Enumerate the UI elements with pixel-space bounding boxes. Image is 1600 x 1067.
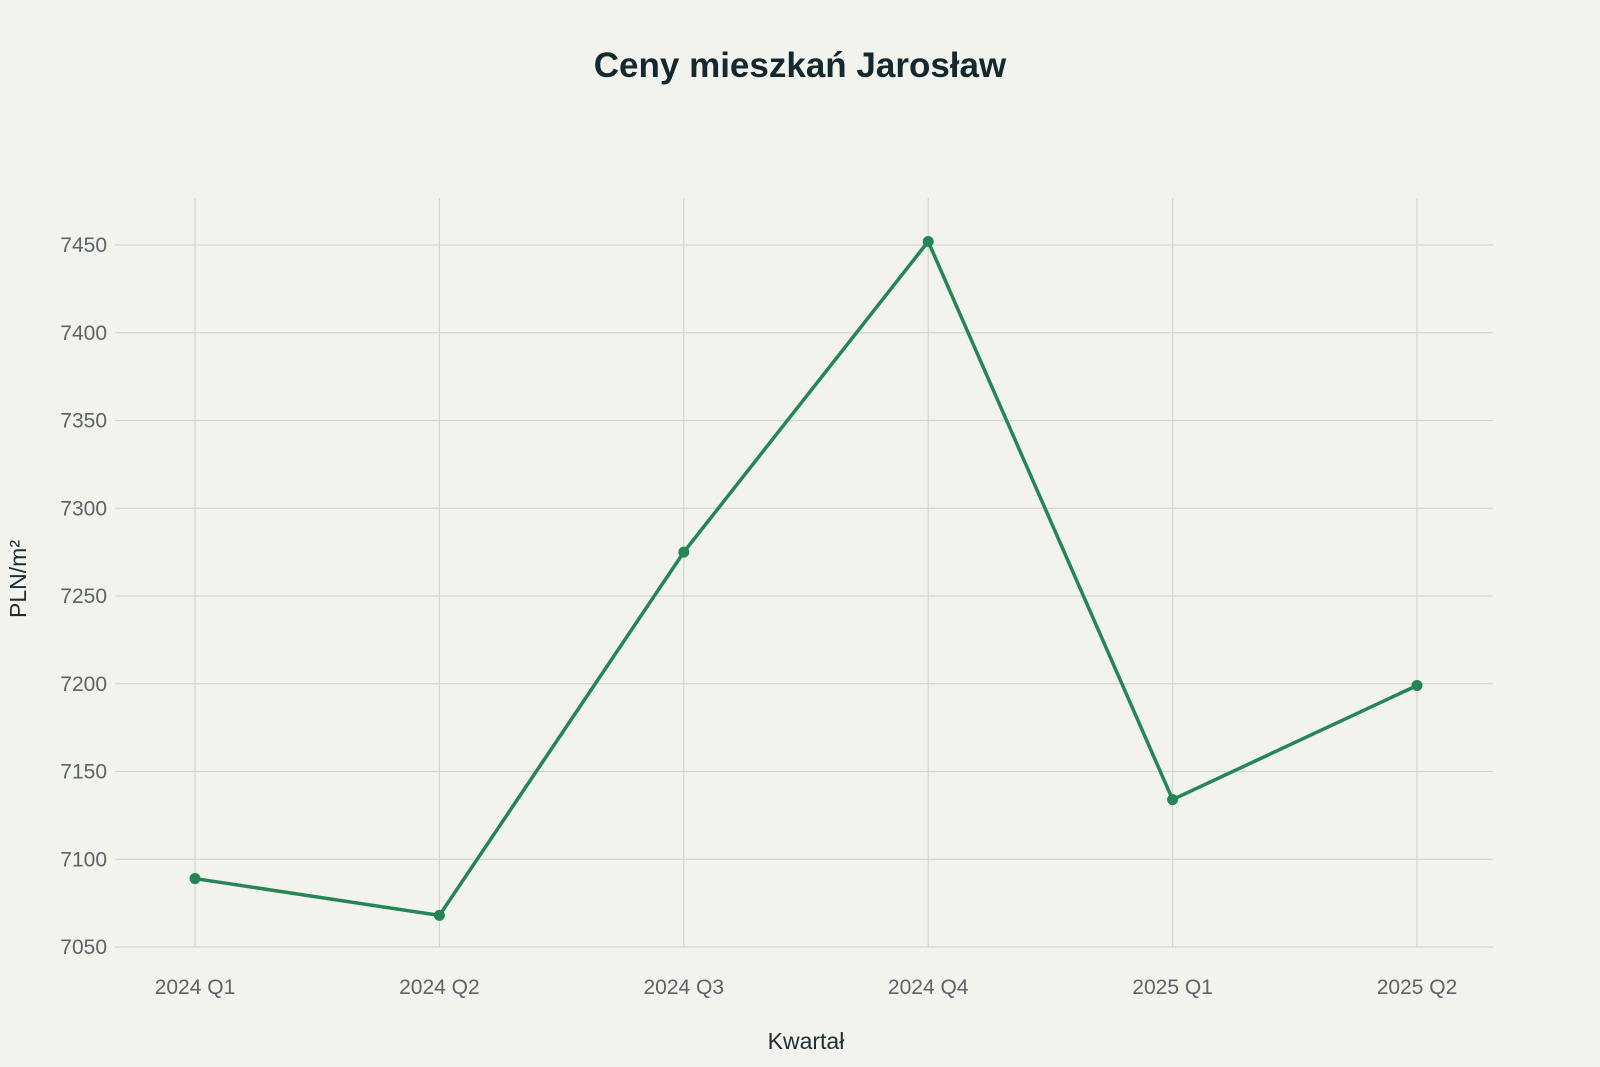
data-point [678, 546, 690, 558]
y-tick-label: 7100 [60, 848, 107, 871]
x-tick-label: 2025 Q1 [1132, 976, 1213, 999]
data-point [1411, 680, 1423, 692]
x-axis-ticks: 2024 Q1 2024 Q2 2024 Q3 2024 Q4 2025 Q1 2025 … [155, 976, 1458, 999]
y-tick-label: 7350 [60, 410, 107, 433]
y-tick-label: 7200 [60, 673, 107, 696]
y-tick-label: 7050 [60, 936, 107, 959]
chart-title: Ceny mieszkań Jarosław [594, 46, 1007, 85]
y-tick-label: 7450 [60, 234, 107, 257]
x-tick-label: 2024 Q1 [155, 976, 236, 999]
x-tick-label: 2024 Q2 [399, 976, 480, 999]
y-axis-title: PLN/m² [5, 540, 31, 618]
series-group [189, 235, 1423, 921]
y-tick-label: 7300 [60, 497, 107, 520]
grid-lines [115, 198, 1493, 948]
data-point [1167, 794, 1179, 806]
x-tick-label: 2024 Q4 [888, 976, 969, 999]
data-point [189, 873, 201, 885]
y-tick-label: 7250 [60, 585, 107, 608]
x-tick-label: 2025 Q2 [1377, 976, 1458, 999]
series-line [193, 239, 1419, 918]
x-tick-label: 2024 Q3 [644, 976, 725, 999]
y-tick-label: 7400 [60, 322, 107, 345]
data-point [433, 909, 445, 921]
y-tick-label: 7150 [60, 761, 107, 784]
x-axis-title: Kwartał [768, 1028, 845, 1054]
y-axis-ticks: 7050 7100 7150 7200 7250 7300 7350 7400 7450 [60, 234, 107, 959]
data-point [922, 235, 934, 247]
